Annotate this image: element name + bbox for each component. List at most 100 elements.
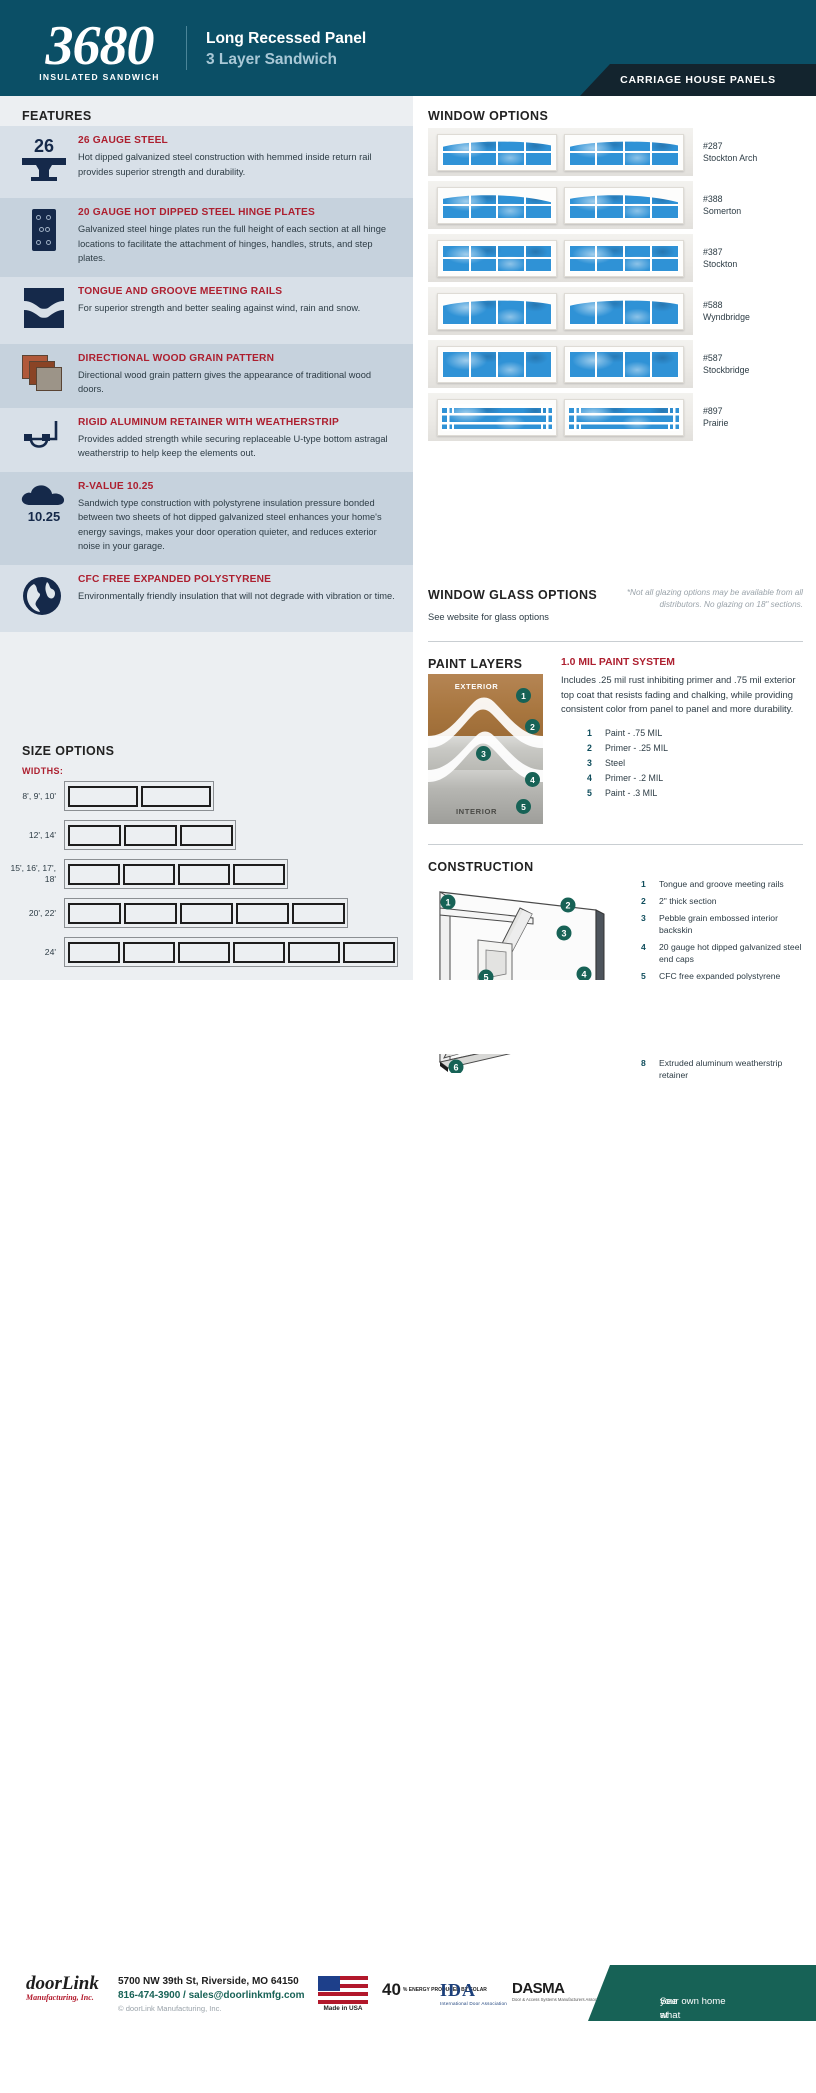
company-logo: doorLink Manufacturing, Inc. — [26, 1974, 116, 2003]
feature-body: TONGUE AND GROOVE MEETING RAILS For super… — [74, 286, 399, 333]
size-options-heading: SIZE OPTIONS — [22, 744, 115, 758]
window-preview — [563, 398, 684, 436]
features-heading: FEATURES — [22, 109, 92, 123]
window-options-list: #287 Stockton Arch #388 Somerton #387 Stockto… — [428, 128, 803, 446]
window-option-label: #387 Stockton — [693, 246, 737, 270]
door-panel — [342, 941, 395, 963]
window-option-code: #897 — [703, 406, 723, 416]
feature-text: For superior strength and better sealing… — [78, 302, 361, 313]
size-row: 20', 22' — [0, 898, 413, 928]
page-header: 3680 INSULATED SANDWICH Long Recessed Pa… — [0, 0, 816, 96]
feature-icon-wrap — [14, 417, 74, 461]
size-row-label: 20', 22' — [28, 907, 56, 918]
window-option-name: Stockton Arch — [703, 153, 758, 163]
door-diagram — [64, 937, 398, 967]
construction-list-item: 8 Extruded aluminum weatherstrip retainer — [641, 1057, 806, 1081]
paint-legend-number: 4 — [587, 772, 592, 783]
feature-row: RIGID ALUMINUM RETAINER WITH WEATHERSTRI… — [0, 407, 413, 472]
paint-layer-chevrons — [428, 697, 543, 782]
feature-icon-wrap — [14, 207, 74, 266]
header-title-line2: 3 Layer Sandwich — [206, 51, 337, 68]
window-option-code: #587 — [703, 353, 723, 363]
window-option-code: #588 — [703, 300, 723, 310]
cloud-r-value-icon: 10.25 — [17, 483, 71, 524]
construction-item-label: 20 gauge hot dipped galvanized steel end… — [659, 942, 802, 964]
construction-item-label: 2" thick section — [659, 896, 717, 906]
door-panel — [67, 941, 120, 963]
window-option-name: Somerton — [703, 206, 742, 216]
door-panel — [177, 941, 230, 963]
window-preview — [437, 133, 558, 171]
door-panel — [67, 902, 121, 924]
made-in-usa-badge: Made in USA — [318, 1976, 368, 2012]
door-panel — [67, 824, 121, 846]
feature-row: DIRECTIONAL WOOD GRAIN PATTERN Directiona… — [0, 343, 413, 408]
footer-contact-block: 5700 NW 39th St, Riverside, MO 64150 816… — [118, 1975, 305, 2015]
window-option-label: #388 Somerton — [693, 193, 741, 217]
door-panel — [67, 785, 138, 807]
feature-row: 26 26 GAUGE STEEL Hot dipped galvanized st… — [0, 126, 413, 198]
construction-item-number: 1 — [641, 879, 646, 889]
feature-text: Environmentally friendly insulation that… — [78, 590, 395, 601]
window-glass — [442, 244, 553, 272]
footer-copyright: © doorLink Manufacturing, Inc. — [118, 2004, 222, 2013]
paint-legend-label: Paint - .3 MIL — [605, 787, 658, 798]
category-ribbon-label: CARRIAGE HOUSE PANELS — [620, 74, 776, 86]
window-option-name: Stockton — [703, 259, 738, 269]
paint-badge-1: 1 — [516, 688, 531, 703]
size-row-label: 15', 16', 17', 18' — [10, 863, 56, 884]
ida-name: IDA — [440, 1980, 477, 2000]
svg-text:4: 4 — [581, 970, 586, 980]
svg-text:1: 1 — [445, 898, 450, 908]
construction-item-number: 2 — [641, 896, 646, 906]
window-glass — [568, 244, 679, 272]
door-diagram — [64, 859, 288, 889]
door-diagram — [64, 781, 214, 811]
paint-layers-heading: PAINT LAYERS — [428, 657, 523, 671]
window-option-label: #897 Prairie — [693, 405, 728, 429]
feature-icon-wrap: 26 — [14, 135, 74, 187]
left-column: FEATURES 26 26 GAUGE STEEL Hot dipped galv… — [0, 96, 413, 999]
door-panel — [122, 941, 175, 963]
construction-item-number: 5 — [641, 971, 646, 981]
size-row-label: 24' — [44, 946, 56, 957]
made-in-usa-caption: Made in USA — [323, 2005, 363, 2012]
footer-contact[interactable]: 816-474-3900 / sales@doorlinkmfg.com — [118, 1990, 305, 2001]
window-preview — [437, 292, 558, 330]
divider-above-construction — [428, 844, 803, 845]
feature-row: TONGUE AND GROOVE MEETING RAILS For super… — [0, 276, 413, 344]
usa-flag-icon — [318, 1976, 368, 2004]
construction-item-label: Extruded aluminum weatherstrip retainer — [659, 1058, 783, 1080]
svg-text:5: 5 — [483, 973, 488, 983]
header-title-line1: Long Recessed Panel — [206, 30, 367, 47]
cta-banner[interactable]: See what this door looks like on your ow… — [588, 1965, 816, 2021]
paint-legend-label: Steel — [605, 757, 626, 768]
construction-list-item: 1 Tongue and groove meeting rails — [641, 878, 806, 890]
door-panel — [287, 941, 340, 963]
construction-item-label: Pebble grain embossed interior backskin — [659, 913, 778, 935]
svg-text:6: 6 — [453, 1063, 458, 1073]
window-glass — [442, 138, 553, 166]
paint-exterior-label: EXTERIOR — [454, 682, 499, 691]
construction-list-item: 4 20 gauge hot dipped galvanized steel en… — [641, 941, 806, 965]
paint-interior-label: INTERIOR — [455, 807, 498, 816]
feature-title: 26 GAUGE STEEL — [78, 135, 168, 146]
paint-legend-number: 1 — [587, 727, 592, 738]
window-glass — [568, 138, 679, 166]
door-diagram — [64, 898, 348, 928]
window-option-row: #388 Somerton — [428, 181, 803, 229]
feature-body: R-VALUE 10.25 Sandwich type construction … — [74, 481, 399, 554]
paint-system-block: 1.0 MIL PAINT SYSTEM Includes .25 mil ru… — [561, 657, 803, 803]
window-previews — [428, 287, 693, 335]
door-panel — [67, 863, 120, 885]
window-glass — [568, 297, 679, 325]
window-option-name: Prairie — [703, 418, 729, 428]
paint-legend-item: 5 Paint - .3 MIL — [587, 788, 803, 798]
construction-heading: CONSTRUCTION — [428, 860, 534, 874]
construction-item-number: 3 — [641, 913, 646, 923]
feature-body: RIGID ALUMINUM RETAINER WITH WEATHERSTRI… — [74, 417, 399, 461]
paint-badge-5: 5 — [516, 799, 531, 814]
window-preview — [563, 345, 684, 383]
size-row: 12', 14' — [0, 820, 413, 850]
svg-text:2: 2 — [565, 901, 570, 911]
